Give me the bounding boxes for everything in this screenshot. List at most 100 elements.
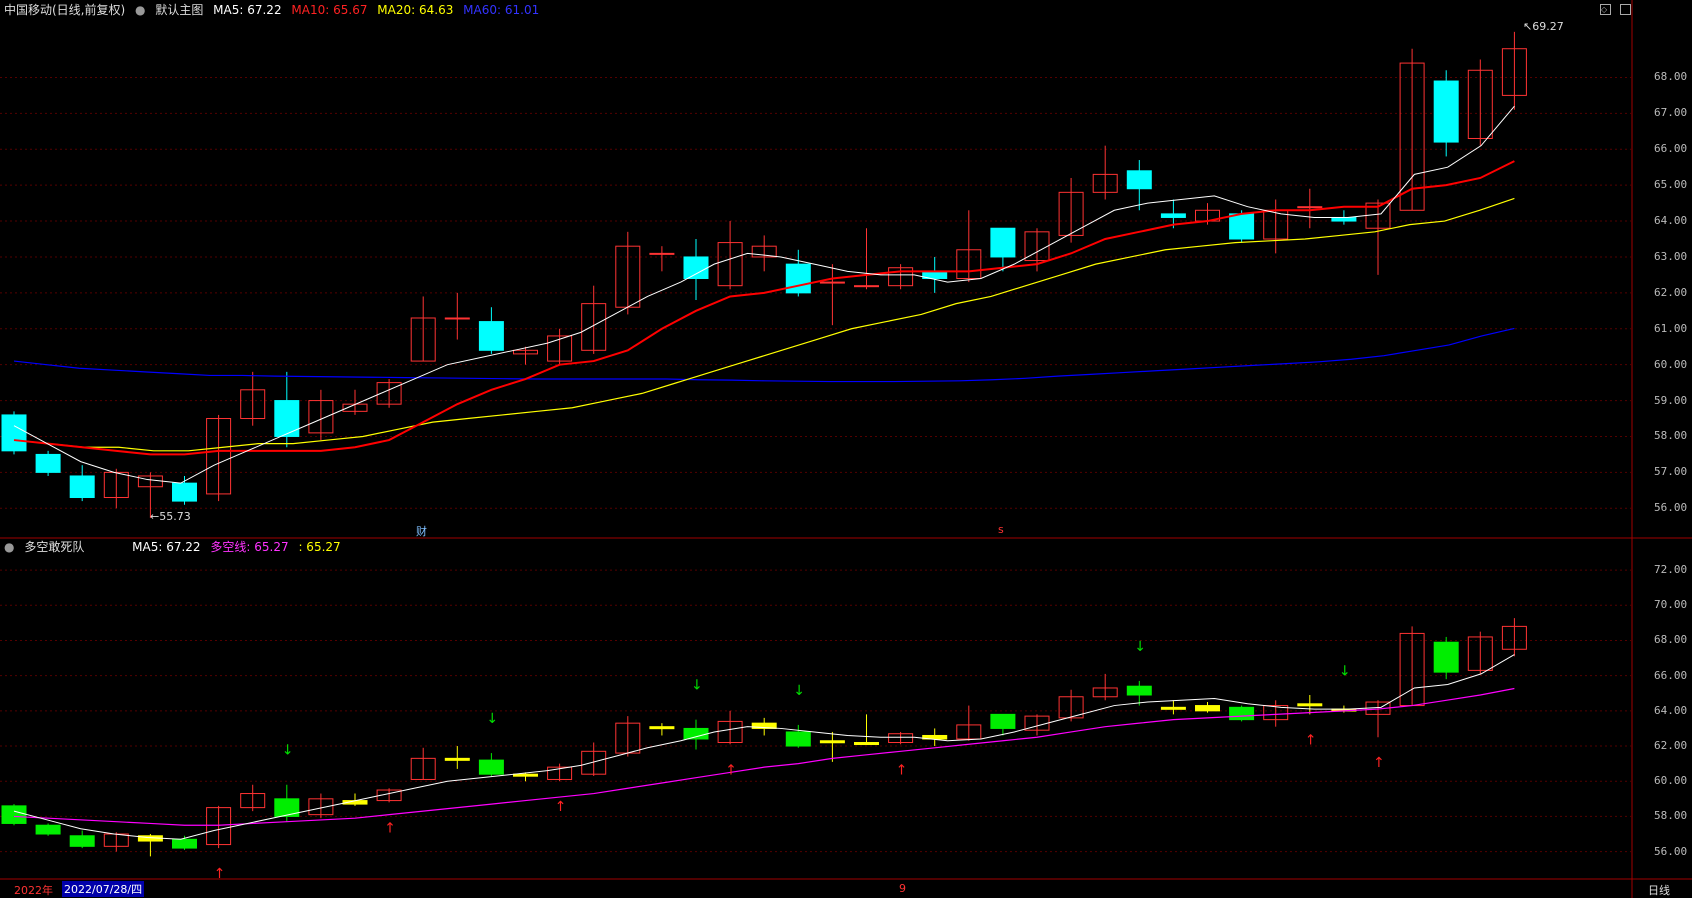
dropdown-icon[interactable]: ● xyxy=(135,3,146,17)
stock-title[interactable]: 中国移动(日线,前复权) xyxy=(4,3,126,17)
sub-candle-body xyxy=(206,807,232,846)
month-label: 9 xyxy=(899,882,906,895)
sub-candle-body xyxy=(69,835,95,847)
sub-ma5-line xyxy=(13,654,1515,840)
y-tick-label: 63.00 xyxy=(1654,249,1688,263)
candle-body xyxy=(1331,216,1357,222)
candle-body xyxy=(308,400,334,434)
sub-candle-body xyxy=(1,805,27,824)
ma5-value: MA5: 67.22 xyxy=(213,3,282,17)
y-tick-label: 72.00 xyxy=(1654,563,1688,577)
candle-body xyxy=(581,303,607,351)
candle-body xyxy=(990,227,1016,258)
candle-body xyxy=(751,245,777,258)
down-arrow-icon: ↓ xyxy=(282,743,294,759)
candle-body xyxy=(1058,191,1084,236)
y-tick-label: 58.00 xyxy=(1654,809,1688,823)
up-arrow-icon: ↑ xyxy=(725,762,737,778)
candle-body xyxy=(478,321,504,351)
y-tick-label: 56.00 xyxy=(1654,501,1688,515)
y-tick-label: 68.00 xyxy=(1654,70,1688,84)
sub-candle-body xyxy=(1160,706,1186,710)
maximize-icon[interactable] xyxy=(1620,4,1631,15)
sub-candle-body xyxy=(581,750,607,775)
candle-body xyxy=(649,252,675,255)
y-tick-label: 66.00 xyxy=(1654,668,1688,682)
sub-candle-body xyxy=(751,722,777,729)
sub-candle-body xyxy=(956,724,982,740)
y-tick-label: 61.00 xyxy=(1654,321,1688,335)
candle-body xyxy=(1,414,27,452)
candle-body xyxy=(410,317,436,362)
main-chart-header: 中国移动(日线,前复权) ● 默认主图 MA5: 67.22 MA10: 65.… xyxy=(4,2,545,18)
dkx-line xyxy=(13,687,1515,826)
y-tick-label: 60.00 xyxy=(1654,774,1688,788)
y-tick-label: 62.00 xyxy=(1654,739,1688,753)
sub-candle-body xyxy=(376,789,402,802)
financial-report-marker[interactable]: 财 xyxy=(416,525,427,538)
sub-candle-body xyxy=(854,742,879,746)
dropdown-icon[interactable]: ● xyxy=(4,540,15,554)
sub-candle-body xyxy=(35,824,61,835)
sub-candle-body xyxy=(240,793,266,809)
candle-body xyxy=(206,418,232,495)
ma20-value: MA20: 64.63 xyxy=(377,3,454,17)
sub-candle-body xyxy=(410,757,436,780)
sub-candle-body xyxy=(990,713,1016,729)
candle-body xyxy=(172,482,197,502)
y-tick-label: 68.00 xyxy=(1654,633,1688,647)
candle-body xyxy=(1126,170,1152,190)
event-marker[interactable]: s xyxy=(998,523,1004,536)
ma5-line xyxy=(13,105,1515,484)
candle-body xyxy=(1501,48,1527,96)
sub-indicator-title[interactable]: 多空敢死队 xyxy=(24,540,85,554)
candle-body xyxy=(1092,173,1118,193)
diamond-icon[interactable]: ◇ xyxy=(1600,4,1611,15)
ma10-line xyxy=(13,160,1515,456)
ma10-value: MA10: 65.67 xyxy=(291,3,368,17)
sub-candle-body xyxy=(1467,636,1493,671)
high-price-label: ↖69.27 xyxy=(1523,20,1564,33)
sub-extra-value: : 65.27 xyxy=(298,540,341,554)
candle-body xyxy=(1160,213,1186,218)
sub-candle-body xyxy=(1229,706,1255,721)
candle-body xyxy=(1024,231,1050,262)
sub-candle-body xyxy=(1126,685,1152,696)
y-tick-label: 67.00 xyxy=(1654,106,1688,120)
down-arrow-icon: ↓ xyxy=(691,678,703,694)
candle-body xyxy=(1399,62,1425,211)
sub-candle-body xyxy=(819,740,845,744)
candle-body xyxy=(785,263,811,294)
candle-body xyxy=(547,335,573,362)
sub-candle-body xyxy=(785,731,811,747)
y-tick-label: 65.00 xyxy=(1654,178,1688,192)
candle-body xyxy=(376,382,402,405)
indicator-mode[interactable]: 默认主图 xyxy=(155,3,204,17)
ma60-line xyxy=(13,327,1515,383)
up-arrow-icon: ↑ xyxy=(384,820,396,836)
y-tick-label: 60.00 xyxy=(1654,357,1688,371)
up-arrow-icon: ↑ xyxy=(896,762,908,778)
y-tick-label: 56.00 xyxy=(1654,844,1688,858)
sub-candle-body xyxy=(274,798,300,817)
candle-body xyxy=(1229,213,1255,240)
y-tick-label: 59.00 xyxy=(1654,393,1688,407)
candle-body xyxy=(1467,69,1493,139)
y-tick-label: 62.00 xyxy=(1654,285,1688,299)
sub-candle-body xyxy=(649,726,675,730)
candle-body xyxy=(240,389,266,420)
candle-body xyxy=(1433,80,1459,143)
y-tick-label: 64.00 xyxy=(1654,214,1688,228)
candle-body xyxy=(717,242,743,287)
candle-body xyxy=(274,400,300,437)
sub-candle-body xyxy=(513,773,538,777)
up-arrow-icon: ↑ xyxy=(1305,732,1317,748)
candle-body xyxy=(854,285,879,288)
candle-body xyxy=(513,349,538,355)
y-tick-label: 70.00 xyxy=(1654,598,1688,612)
sub-candle-body xyxy=(444,757,470,761)
period-label[interactable]: 日线 xyxy=(1648,884,1670,897)
sub-candle-body xyxy=(1297,703,1323,707)
candle-body xyxy=(444,317,470,320)
